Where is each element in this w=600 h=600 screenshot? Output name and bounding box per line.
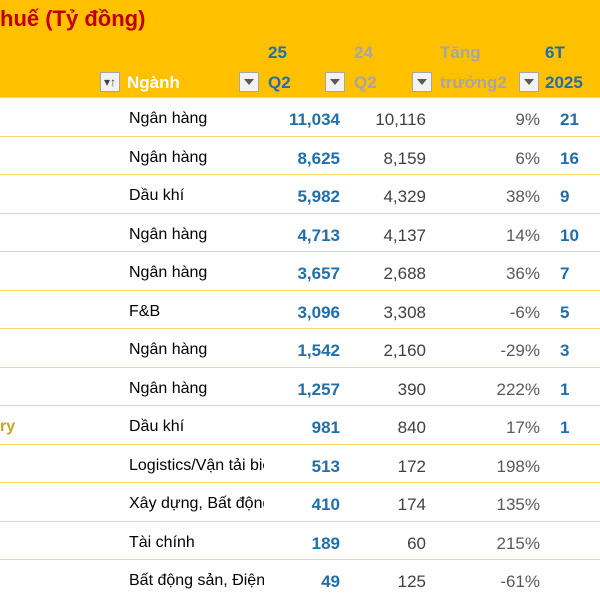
sort-arrow-icon: ▾↑ (103, 75, 117, 89)
chevron-down-icon (330, 79, 340, 85)
cell-q2-2025: 5,982 (297, 187, 340, 206)
cell-h1-2025: 7 (560, 264, 570, 283)
cell-sector: Bất động sản, Điện (129, 572, 264, 589)
cell-q2-2025: 513 (311, 457, 340, 476)
cell-q2-2024: 60 (407, 534, 426, 553)
cell-q2-2025: 189 (311, 534, 340, 553)
cell-q2-2024: 174 (397, 495, 426, 514)
cell-h1-2025: 16 (560, 149, 579, 168)
cell-h1-2025: 1 (560, 418, 570, 437)
chevron-down-icon (244, 79, 254, 85)
cell-q2-2025: 410 (311, 495, 340, 514)
column-header-growth-bottom: trưởng2 (440, 73, 507, 92)
cell-q2-2024: 125 (397, 572, 426, 591)
cell-growth: 6% (515, 149, 540, 168)
row-divider (0, 251, 600, 252)
cell-sector: Ngân hàng (129, 264, 208, 281)
column-header-q2-2025-quarter: Q2 (268, 73, 291, 92)
cell-q2-2024: 8,159 (383, 149, 426, 168)
cell-sector: F&B (129, 303, 161, 320)
cell-sector: Ngân hàng (129, 149, 208, 166)
cell-h1-2025: 21 (560, 110, 579, 129)
chevron-down-icon (524, 79, 534, 85)
cell-sector: Ngân hàng (129, 110, 208, 127)
cell-q2-2024: 390 (397, 380, 426, 399)
cell-growth: 198% (496, 457, 540, 476)
row-divider (0, 136, 600, 137)
filter-button-sector[interactable] (239, 72, 259, 92)
cell-q2-2024: 4,137 (383, 226, 426, 245)
filter-button-growth[interactable] (519, 72, 539, 92)
filter-button-q2-2024[interactable] (412, 72, 432, 92)
cell-growth: -29% (500, 341, 540, 360)
cell-growth: 135% (496, 495, 540, 514)
chevron-down-icon (417, 79, 427, 85)
cell-sector: Ngân hàng (129, 226, 208, 243)
row-divider (0, 482, 600, 483)
cell-q2-2024: 10,116 (375, 110, 426, 129)
cell-q2-2025: 11,034 (288, 110, 340, 129)
cell-sector: Ngân hàng (129, 341, 208, 358)
column-header-sector: Ngành (127, 73, 180, 92)
cell-sector: Logistics/Vận tải biển (129, 457, 264, 474)
cell-q2-2024: 4,329 (383, 187, 426, 206)
row-divider (0, 559, 600, 560)
cell-h1-2025: 3 (560, 341, 570, 360)
row-divider (0, 290, 600, 291)
row-divider (0, 97, 600, 98)
row-divider (0, 328, 600, 329)
cell-growth: 38% (505, 187, 540, 206)
cell-growth: 36% (505, 264, 540, 283)
row-divider (0, 367, 600, 368)
cell-h1-2025: 1 (560, 380, 570, 399)
cell-q2-2025: 1,257 (297, 380, 340, 399)
cell-growth: 222% (496, 380, 540, 399)
cell-growth: 17% (505, 418, 540, 437)
cell-q2-2024: 3,308 (383, 303, 426, 322)
table-header: huế (Tỷ đồng) ▾↑ Ngành 25 Q2 24 Q2 Tăng … (0, 0, 600, 97)
column-header-growth-top: Tăng (440, 43, 481, 62)
cell-q2-2025: 3,657 (297, 264, 340, 283)
column-header-q2-2024-quarter: Q2 (354, 73, 377, 92)
row-divider (0, 444, 600, 445)
cell-sector: Dầu khí (129, 418, 185, 435)
cell-growth: 9% (515, 110, 540, 129)
row-divider (0, 213, 600, 214)
filter-button-q2-2025[interactable] (325, 72, 345, 92)
cell-growth: -61% (500, 572, 540, 591)
row-company-fragment: ry (0, 418, 16, 435)
cell-h1-2025: 10 (560, 226, 579, 245)
cell-sector: Xây dựng, Bất động sản (129, 495, 264, 512)
cell-growth: 215% (496, 534, 540, 553)
column-header-q2-2025-year: 25 (268, 43, 287, 62)
cell-sector: Dầu khí (129, 187, 185, 204)
column-header-q2-2024-year: 24 (354, 43, 373, 62)
row-divider (0, 521, 600, 522)
cell-h1-2025: 9 (560, 187, 570, 206)
column-header-h1-bottom: 2025 (545, 73, 583, 92)
row-divider (0, 174, 600, 175)
table-title: huế (Tỷ đồng) (0, 6, 146, 31)
row-divider (0, 405, 600, 406)
sort-filter-button[interactable]: ▾↑ (100, 72, 120, 92)
cell-sector: Tài chính (129, 534, 195, 551)
cell-q2-2025: 49 (321, 572, 340, 591)
cell-growth: 14% (505, 226, 540, 245)
cell-q2-2025: 1,542 (297, 341, 340, 360)
cell-sector: Ngân hàng (129, 380, 208, 397)
cell-q2-2025: 8,625 (297, 149, 340, 168)
cell-q2-2024: 2,688 (383, 264, 426, 283)
cell-q2-2024: 172 (397, 457, 426, 476)
cell-q2-2025: 3,096 (297, 303, 340, 322)
cell-q2-2025: 4,713 (297, 226, 340, 245)
cell-growth: -6% (509, 303, 540, 322)
cell-q2-2024: 840 (397, 418, 426, 437)
cell-q2-2025: 981 (311, 418, 340, 437)
cell-h1-2025: 5 (560, 303, 570, 322)
cell-q2-2024: 2,160 (383, 341, 426, 360)
column-header-h1-top: 6T (545, 43, 565, 62)
